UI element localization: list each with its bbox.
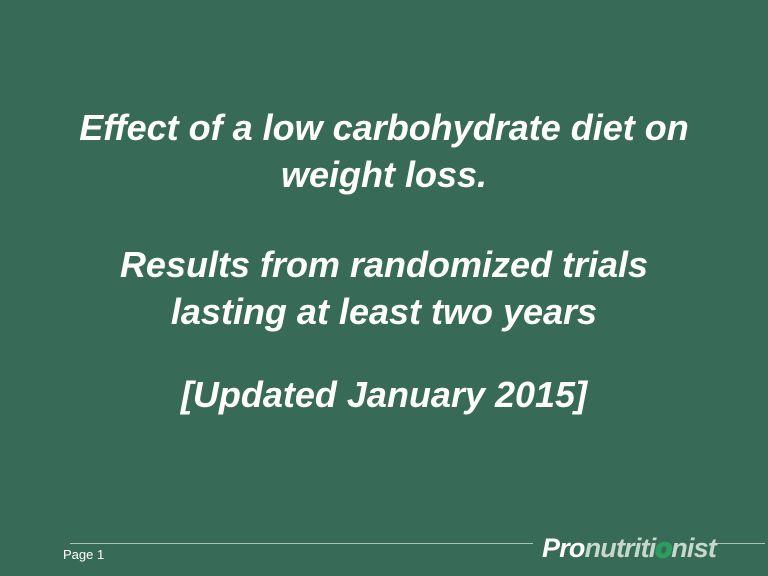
title-block: Effect of a low carbohydrate diet on wei… [0,104,768,418]
slide-updated-note: [Updated January 2015] [180,374,588,415]
page-number-label: Page 1 [63,547,105,562]
slide-subtitle-line-2: lasting at least two years [170,291,598,332]
logo-text-pro: Pro [542,533,585,563]
footer-divider-right [715,543,765,544]
slide-title-line-1: Effect of a low carbohydrate diet on [79,107,689,148]
logo-text-nist: nist [671,533,717,563]
footer-divider-left [70,543,533,544]
logo-o-dot-icon: o [655,532,673,564]
logo-text-nutriti: nutriti [584,533,657,563]
pronutritionist-logo: Pronutritionist [542,532,717,564]
slide-title-line-2: weight loss. [280,154,488,195]
slide-subtitle-line-1: Results from randomized trials [119,244,649,285]
